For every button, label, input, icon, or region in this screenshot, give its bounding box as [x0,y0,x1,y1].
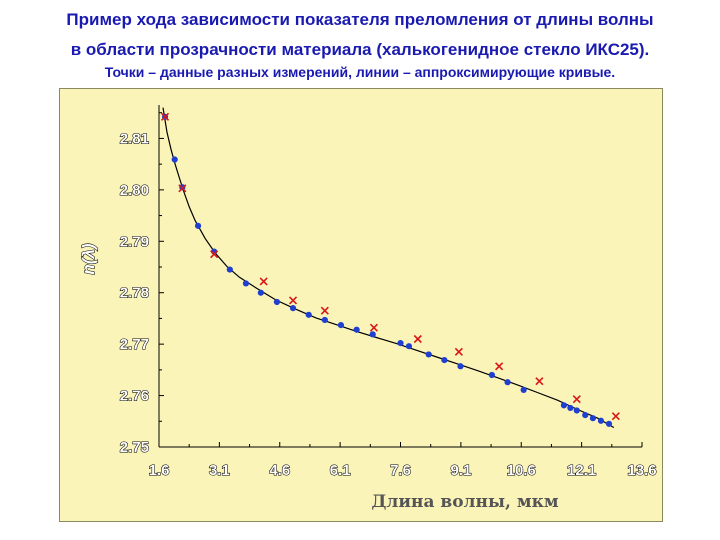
data-point-dot [397,340,404,347]
data-point-cross [572,395,581,404]
cross-stroke [259,277,268,286]
data-point-dot [441,356,448,364]
cross-stroke [210,250,219,259]
x-tick-label: 6.1 [330,462,351,479]
data-point-dot [321,316,328,324]
data-point-cross [413,334,422,344]
y-axis-label: n(λ) [79,243,98,275]
cross-stroke [495,362,504,371]
data-point-cross [320,306,329,315]
x-tick-label: 12.1 [567,462,596,479]
cross-stroke [413,334,422,344]
cross-stroke [369,323,379,332]
y-tick-label: 2.79 [120,233,149,250]
cross-stroke [288,296,298,305]
y-tick-label: 2.78 [120,285,149,302]
data-point-cross [495,362,504,371]
y-tick-label: 2.80 [120,182,149,199]
data-point-cross [160,112,170,121]
data-point-dot [273,298,281,306]
data-point-dot [369,331,376,338]
data-point-cross [178,184,187,193]
x-tick-label: 4.6 [269,462,290,479]
cross-stroke [611,412,620,421]
data-point-dot [582,412,589,419]
x-tick-label: 3.1 [209,462,230,479]
data-point-dot [171,156,178,163]
x-tick-label: 1.6 [149,462,170,479]
data-point-cross [288,296,298,305]
x-tick-label: 9.1 [450,462,471,479]
chart-title-line-2: в области прозрачности материала (халько… [70,40,650,59]
data-point-dot [573,407,580,414]
cross-stroke [178,184,187,193]
data-point-cross [259,277,268,286]
data-point-dot [194,222,202,229]
data-point-cross [210,250,219,259]
data-point-dot [289,305,297,312]
chart-panel: 2.75 2.76 2.77 2.78 2.79 2.80 2.81 1.6 3.1 4.6 6.1… [59,88,663,522]
data-point-dot [457,363,464,370]
tick-labels-layer: 2.75 2.76 2.77 2.78 2.79 2.80 2.81 1.6 3.1 4.6 6.1… [119,130,657,480]
data-point-cross [611,412,620,421]
cross-stroke [160,112,170,121]
x-tick-label: 13.6 [627,462,656,479]
data-point-dot [605,420,613,427]
cross-stroke [535,377,544,386]
x-tick-label: 10.6 [507,462,536,479]
y-tick-label: 2.75 [120,439,149,456]
data-point-dot [305,311,312,318]
data-point-dot [560,402,568,409]
data-point-cross [369,323,379,332]
x-axis-label: Длина волны, мкм [371,492,559,512]
chart-title-line-1: Пример хода зависимости показателя прело… [66,10,654,29]
data-point-dot [226,266,233,273]
data-point-dot [257,289,264,296]
cross-stroke [454,347,463,356]
y-tick-label: 2.76 [120,388,149,405]
data-point-dot [504,379,511,386]
chart-subtitle: Точки – данные разных измерений, линии –… [104,64,616,80]
data-point-dot [405,343,413,350]
data-point-cross [535,377,544,386]
data-point-dot [337,322,345,329]
data-point-dot [488,371,495,379]
cross-stroke [572,395,581,404]
y-tick-label: 2.77 [120,336,149,353]
data-point-cross [454,347,463,356]
axes [158,105,643,448]
data-points-layer [160,112,620,427]
y-tick-label: 2.81 [120,130,149,147]
chart-plot: 2.75 2.76 2.77 2.78 2.79 2.80 2.81 1.6 3.1 4.6 6.1… [78,105,657,512]
data-point-dot [353,326,360,333]
data-point-dot [425,351,432,358]
data-point-dot [520,386,527,394]
data-point-dot [597,417,605,424]
x-tick-label: 7.6 [390,462,411,479]
data-point-dot [242,280,250,287]
data-point-dot [589,415,596,422]
data-point-dot [567,404,574,412]
cross-stroke [320,306,329,315]
